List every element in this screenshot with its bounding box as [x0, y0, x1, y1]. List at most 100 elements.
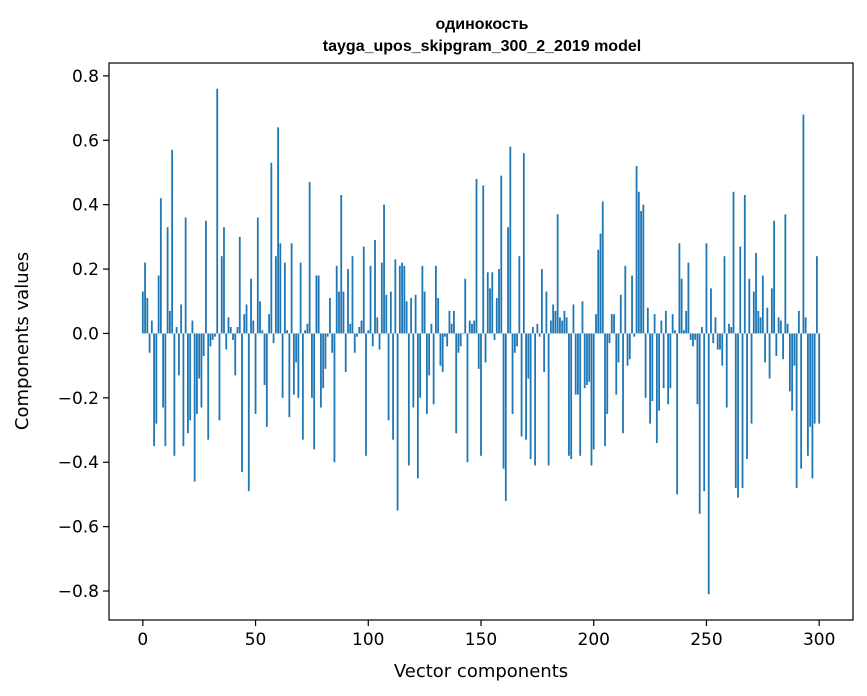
- bar-131: [437, 298, 440, 334]
- bar-134: [444, 333, 446, 337]
- bar-208: [610, 314, 613, 334]
- bar-232: [664, 310, 667, 334]
- bar-275: [761, 275, 764, 334]
- bar-78: [317, 275, 320, 334]
- bar-112: [394, 259, 397, 334]
- bar-256: [719, 333, 721, 350]
- bar-273: [757, 310, 760, 334]
- bar-295: [807, 333, 809, 456]
- bar-261: [730, 327, 733, 334]
- bar-215: [626, 333, 629, 366]
- bar-191: [572, 304, 575, 334]
- bar-188: [565, 317, 568, 334]
- bar-278: [768, 333, 771, 379]
- bar-158: [498, 269, 500, 334]
- y-tick-label: 0.6: [72, 131, 99, 151]
- bar-41: [234, 333, 237, 376]
- y-tick-label: −0.4: [58, 453, 99, 473]
- bar-249: [703, 333, 706, 492]
- bar-20: [187, 333, 189, 434]
- bar-116: [403, 265, 406, 334]
- bar-109: [387, 333, 390, 421]
- bar-216: [628, 333, 631, 360]
- bar-231: [662, 333, 665, 389]
- bar-89: [342, 291, 345, 334]
- bar-119: [410, 298, 413, 334]
- y-axis-label: Components values: [12, 252, 33, 430]
- bar-54: [263, 333, 266, 385]
- bar-156: [493, 333, 496, 340]
- bar-193: [577, 333, 579, 395]
- bar-51: [256, 217, 259, 334]
- bar-110: [389, 291, 392, 334]
- bar-55: [265, 333, 268, 427]
- bar-92: [349, 323, 352, 334]
- bar-185: [559, 317, 561, 334]
- bar-15: [175, 327, 178, 334]
- bar-230: [660, 320, 663, 334]
- bar-181: [549, 320, 552, 334]
- bar-8: [159, 198, 162, 334]
- x-tick-label: 300: [803, 630, 835, 650]
- chart-subtitle: tayga_upos_skipgram_300_2_2019 model: [323, 38, 641, 55]
- bar-12: [168, 310, 171, 334]
- bar-285: [784, 214, 787, 334]
- x-axis-label: Vector components: [394, 661, 568, 682]
- bar-270: [750, 333, 753, 424]
- bar-129: [432, 333, 435, 405]
- bar-277: [766, 307, 769, 334]
- bar-235: [671, 314, 674, 334]
- bar-16: [177, 333, 180, 376]
- bar-68: [295, 333, 298, 363]
- bar-245: [694, 333, 697, 340]
- bar-38: [227, 317, 230, 334]
- bar-210: [615, 333, 618, 395]
- bar-126: [425, 333, 428, 414]
- bar-212: [619, 294, 622, 334]
- bar-29: [207, 333, 210, 440]
- bar-106: [380, 262, 383, 334]
- bar-3: [148, 333, 151, 353]
- bar-282: [777, 317, 780, 334]
- bar-123: [419, 333, 422, 398]
- bar-157: [495, 298, 498, 334]
- bar-53: [261, 330, 264, 334]
- bar-291: [797, 310, 800, 334]
- bar-172: [529, 333, 532, 460]
- bar-94: [353, 333, 356, 353]
- bar-67: [292, 333, 295, 395]
- bar-33: [216, 88, 219, 334]
- x-axis-ticks: 0 50 100 150 200 250 300: [137, 620, 835, 650]
- bar-272: [755, 252, 757, 334]
- bar-61: [279, 243, 282, 334]
- bar-43: [238, 236, 241, 334]
- bar-149: [477, 333, 480, 369]
- bar-229: [658, 333, 661, 411]
- bar-236: [673, 330, 676, 334]
- bar-200: [592, 333, 595, 450]
- bar-175: [536, 323, 539, 334]
- bar-19: [184, 217, 187, 334]
- bar-37: [225, 333, 228, 350]
- bar-262: [732, 191, 735, 334]
- bar-138: [453, 310, 455, 334]
- x-tick-label: 100: [352, 630, 384, 650]
- bar-70: [299, 262, 302, 334]
- bar-199: [590, 333, 593, 466]
- bar-21: [189, 333, 192, 421]
- y-tick-label: −0.2: [58, 389, 99, 409]
- bar-168: [520, 333, 523, 437]
- bar-251: [707, 333, 710, 595]
- bar-10: [164, 333, 167, 447]
- bar-27: [202, 333, 205, 356]
- bar-234: [669, 333, 672, 389]
- bar-26: [200, 333, 203, 408]
- bar-65: [288, 333, 291, 418]
- bar-169: [522, 153, 525, 334]
- bar-279: [770, 288, 773, 334]
- x-tick-label: 250: [690, 630, 722, 650]
- bar-197: [586, 333, 588, 385]
- bar-224: [646, 307, 649, 334]
- bar-76: [313, 333, 316, 450]
